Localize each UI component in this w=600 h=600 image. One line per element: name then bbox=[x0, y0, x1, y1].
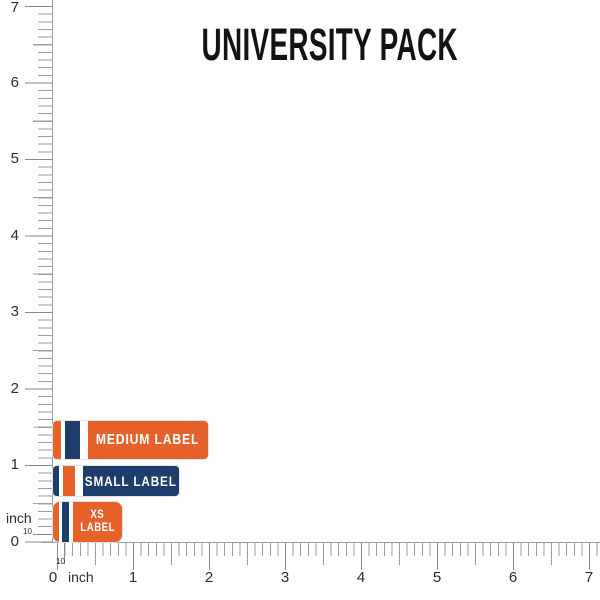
h-ruler-number-7: 7 bbox=[584, 569, 594, 586]
v-ruler-number-5: 5 bbox=[10, 150, 19, 167]
v-ruler-number-4: 4 bbox=[10, 227, 19, 244]
horizontal-ruler-line bbox=[42, 542, 600, 543]
xs-label-text-line2: LABEL bbox=[80, 522, 115, 534]
small-white-stripe-1 bbox=[59, 466, 63, 496]
medium-label-text-area: MEDIUM LABEL bbox=[88, 421, 208, 459]
horizontal-ruler-tens-label: 10 bbox=[56, 557, 65, 566]
v-ruler-number-1: 1 bbox=[10, 456, 19, 473]
xs-white-stripe-1 bbox=[59, 502, 62, 542]
sticker-xs-label: XS LABEL bbox=[53, 502, 122, 542]
h-ruler-number-2: 2 bbox=[204, 569, 214, 586]
vertical-ruler-tens-tick bbox=[33, 534, 53, 535]
xs-label-text-area: XS LABEL bbox=[73, 502, 122, 542]
horizontal-ruler-unit-label: inch bbox=[68, 569, 94, 585]
medium-label-text: MEDIUM LABEL bbox=[96, 432, 200, 448]
vertical-ruler-unit-label: inch bbox=[6, 510, 32, 526]
page-title-text: UNIVERSITY PACK bbox=[201, 19, 459, 70]
h-ruler-number-5: 5 bbox=[432, 569, 442, 586]
small-orange-stripe bbox=[63, 466, 75, 496]
horizontal-ruler-tens-tick bbox=[64, 543, 65, 564]
vertical-ruler-tens-label: 10 bbox=[23, 527, 32, 536]
vertical-ruler-inch-ticks bbox=[25, 6, 53, 543]
v-ruler-number-6: 6 bbox=[10, 74, 19, 91]
v-ruler-number-2: 2 bbox=[10, 380, 19, 397]
h-ruler-number-3: 3 bbox=[280, 569, 290, 586]
v-ruler-number-0: 0 bbox=[10, 533, 19, 550]
page-title: UNIVERSITY PACK bbox=[60, 22, 600, 67]
h-ruler-number-4: 4 bbox=[356, 569, 366, 586]
h-ruler-number-6: 6 bbox=[508, 569, 518, 586]
v-ruler-number-3: 3 bbox=[10, 303, 19, 320]
sticker-medium-label: MEDIUM LABEL bbox=[53, 421, 208, 459]
sticker-small-label: SMALL LABEL bbox=[53, 466, 179, 496]
small-white-stripe-2 bbox=[75, 466, 83, 496]
medium-white-stripe-2 bbox=[80, 421, 88, 459]
small-label-text-area: SMALL LABEL bbox=[83, 466, 179, 496]
xs-navy-stripe bbox=[62, 502, 69, 542]
v-ruler-number-7: 7 bbox=[10, 0, 19, 16]
h-ruler-number-1: 1 bbox=[128, 569, 138, 586]
xs-white-stripe-2 bbox=[69, 502, 73, 542]
medium-navy-stripe bbox=[65, 421, 80, 459]
small-label-text: SMALL LABEL bbox=[85, 473, 178, 489]
xs-label-text-line1: XS bbox=[90, 508, 105, 521]
medium-white-stripe-1 bbox=[61, 421, 65, 459]
horizontal-ruler-inch-ticks bbox=[57, 543, 590, 570]
h-ruler-number-0: 0 bbox=[48, 569, 58, 586]
